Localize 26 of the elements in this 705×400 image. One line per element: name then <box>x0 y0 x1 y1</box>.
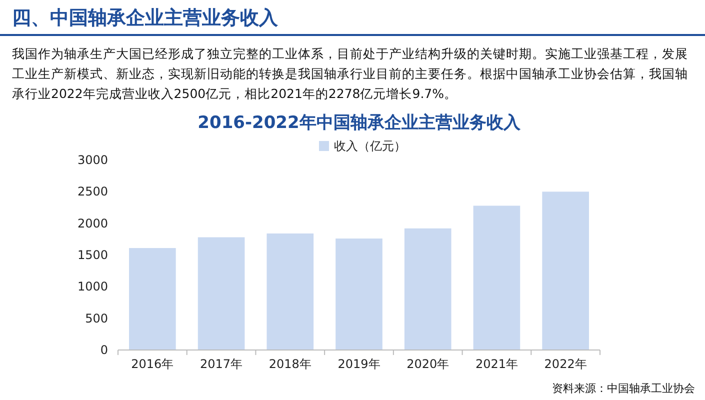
y-tick-label: 1500 <box>77 248 108 262</box>
x-tick-label: 2019年 <box>338 357 380 371</box>
bar <box>473 206 520 350</box>
chart-subtitle: 2016-2022年中国轴承企业主营业务收入 <box>198 113 522 133</box>
y-tick-label: 0 <box>100 343 108 357</box>
text: 资料来源：中国轴承工业协会 <box>552 381 695 396</box>
bar <box>129 248 176 350</box>
x-tick-label: 2021年 <box>475 357 518 371</box>
bar <box>266 233 314 350</box>
chart-title: 四、中国轴承企业主营业务收入 <box>12 6 278 31</box>
bar <box>404 228 452 350</box>
x-tick-label: 2017年 <box>200 357 243 371</box>
bar <box>198 237 245 350</box>
y-tick-label: 3000 <box>77 153 108 167</box>
x-tick-label: 2020年 <box>406 357 450 371</box>
y-tick-label: 500 <box>85 311 108 326</box>
text: 我国作为轴承生产大国已经形成了独立完整的工业体系，目前处于产业结构升级的关键时期。实施工业强基工程，发展工业生产新模式、新业态，实现新旧动能的转换是我国轴承行业目前的主要任务。根据中国轴承工业协会估算，我国轴承行业2022年完成营业收入2500亿元，相比2021年的2278亿元增长9.7%。 <box>12 45 689 103</box>
legend-label: 收入（亿元） <box>334 139 406 153</box>
x-tick-label: 2022年 <box>544 357 587 371</box>
bar <box>542 192 589 350</box>
x-tick-label: 2018年 <box>268 357 312 371</box>
bar <box>336 238 382 350</box>
x-tick-label: 2016年 <box>131 357 174 371</box>
y-tick-label: 2500 <box>77 184 108 199</box>
y-tick-label: 2000 <box>77 216 108 230</box>
y-tick-label: 1000 <box>77 280 108 294</box>
